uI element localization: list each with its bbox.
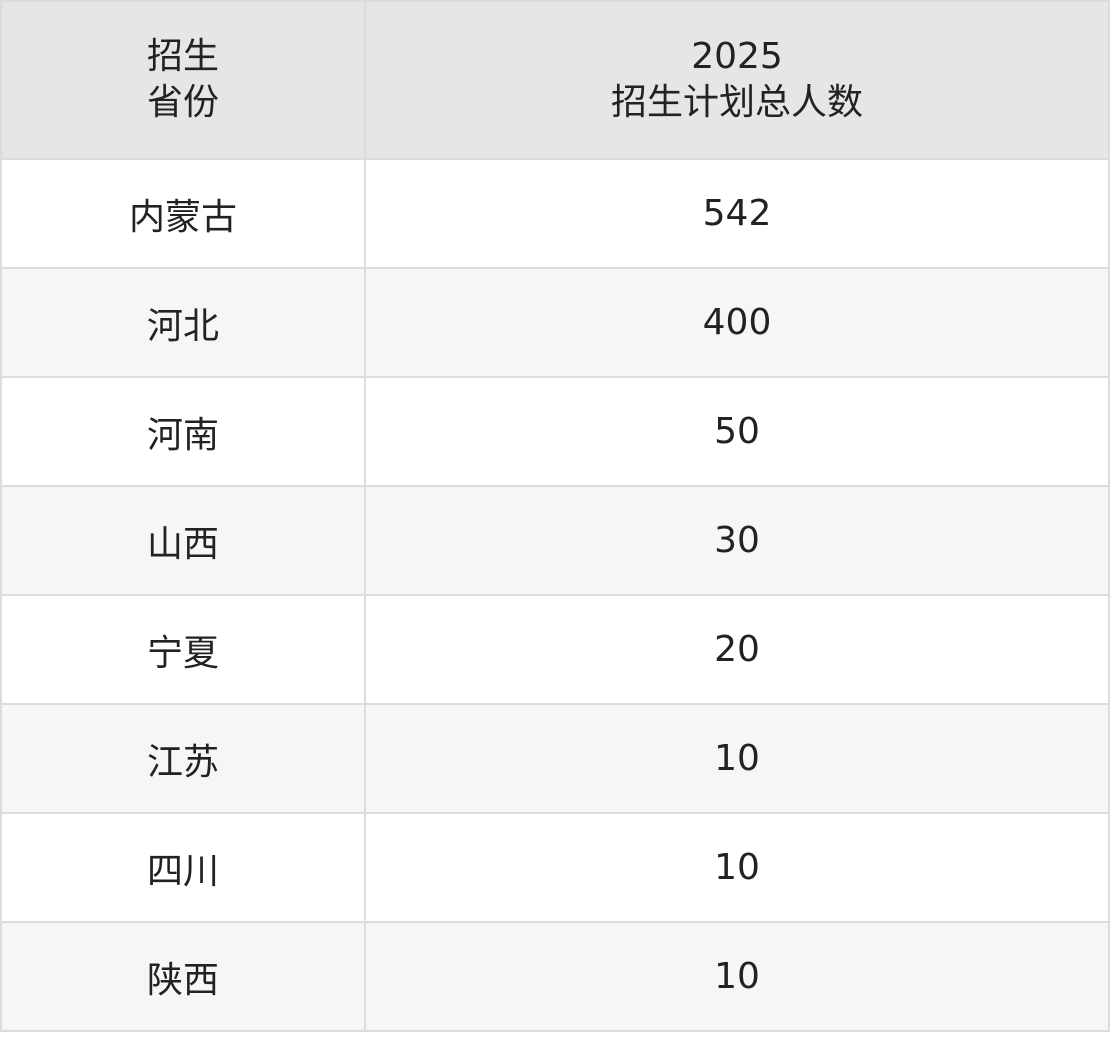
table-cell: 400 xyxy=(364,267,1110,378)
table-row: 河南 50 xyxy=(0,376,1110,487)
header-cell: 2025 招生计划总人数 xyxy=(364,0,1110,160)
province-name: 河南 xyxy=(146,414,219,456)
table-cell: 宁夏 xyxy=(0,594,366,705)
enrollment-count: 20 xyxy=(714,629,760,670)
table-cell: 50 xyxy=(364,376,1110,487)
table-cell: 河北 xyxy=(0,267,366,378)
header-text: 招生计划总人数 xyxy=(610,82,863,123)
province-name: 内蒙古 xyxy=(128,196,237,238)
table-cell: 10 xyxy=(364,921,1110,1032)
enrollment-count: 10 xyxy=(714,738,760,779)
table-cell: 内蒙古 xyxy=(0,158,366,269)
header-cell: 招生 省份 xyxy=(0,0,366,160)
table-cell: 山西 xyxy=(0,485,366,596)
province-name: 宁夏 xyxy=(146,632,219,674)
header-text: 2025 xyxy=(691,36,783,77)
table-cell: 河南 xyxy=(0,376,366,487)
enrollment-count: 30 xyxy=(714,520,760,561)
table-row: 宁夏 20 xyxy=(0,594,1110,705)
table-cell: 陕西 xyxy=(0,921,366,1032)
table-cell: 30 xyxy=(364,485,1110,596)
table-row: 四川 10 xyxy=(0,812,1110,923)
table-cell: 四川 xyxy=(0,812,366,923)
table-cell: 江苏 xyxy=(0,703,366,814)
table-row: 山西 30 xyxy=(0,485,1110,596)
table-cell: 542 xyxy=(364,158,1110,269)
table-row: 内蒙古 542 xyxy=(0,158,1110,269)
province-name: 河北 xyxy=(146,305,219,347)
province-name: 江苏 xyxy=(146,741,219,783)
enrollment-count: 542 xyxy=(702,193,772,234)
province-name: 四川 xyxy=(146,850,219,892)
table-cell: 10 xyxy=(364,703,1110,814)
enrollment-count: 10 xyxy=(714,956,760,997)
province-name: 山西 xyxy=(146,523,219,565)
header-text: 省份 xyxy=(146,82,219,123)
table-cell: 10 xyxy=(364,812,1110,923)
table-row: 江苏 10 xyxy=(0,703,1110,814)
table-row: 陕西 10 xyxy=(0,921,1110,1032)
header-row: 招生省份 2025 招生计划总人数 xyxy=(0,0,1110,160)
header-text: 招生 xyxy=(146,36,219,77)
enrollment-count: 50 xyxy=(714,411,760,452)
enrollment-count: 400 xyxy=(702,302,772,343)
table-cell: 20 xyxy=(364,594,1110,705)
enrollment-count: 10 xyxy=(714,847,760,888)
table-row: 河北 400 xyxy=(0,267,1110,378)
province-name: 陕西 xyxy=(146,959,219,1001)
